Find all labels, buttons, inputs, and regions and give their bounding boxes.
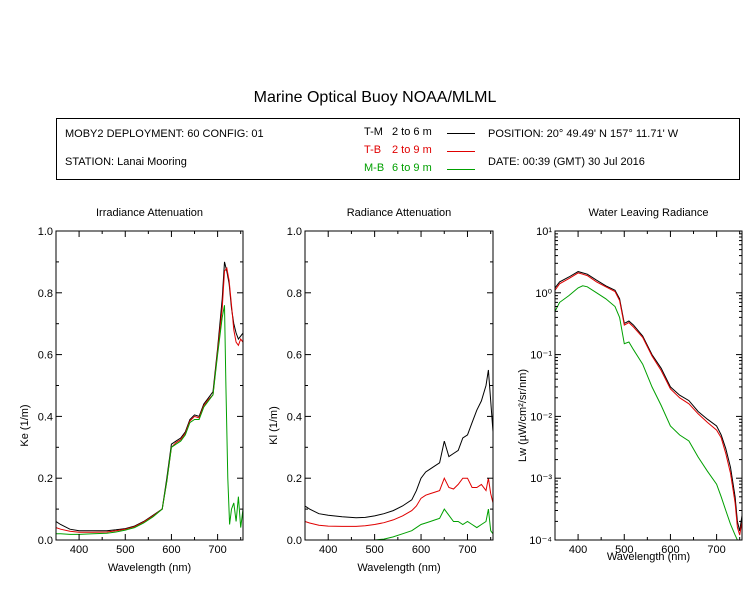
y-axis-label: Ke (1/m) <box>19 404 31 446</box>
y-tick-label: 0.2 <box>38 473 53 485</box>
plot-frame <box>554 230 743 541</box>
x-tick-label: 700 <box>458 544 476 556</box>
legend-tag-tm: T-M <box>364 126 383 138</box>
legend-tag-mb: M-B <box>364 162 385 174</box>
series-line-t-b <box>555 272 742 536</box>
y-tick-label: 0.0 <box>287 535 302 547</box>
series-line-t-m <box>305 369 493 519</box>
x-tick-label: 700 <box>208 544 226 556</box>
legend-range-tb: 2 to 9 m <box>392 144 432 156</box>
legend-line-tb <box>447 151 475 152</box>
legend-range-mb: 6 to 9 m <box>392 162 432 174</box>
legend-range-tm: 2 to 6 m <box>392 126 432 138</box>
y-tick-label: 0.0 <box>38 535 53 547</box>
series-line-t-m <box>555 271 742 532</box>
x-tick-label: 500 <box>615 544 633 556</box>
plot-frame <box>55 230 244 541</box>
y-tick-label: 10⁰ <box>535 288 552 300</box>
y-tick-label: 0.4 <box>287 411 302 423</box>
x-tick-label: 600 <box>162 544 180 556</box>
x-tick-label: 400 <box>319 544 337 556</box>
y-axis-label: Kl (1/m) <box>268 406 280 445</box>
y-axis-label: Lw (µW/cm²/sr/nm) <box>517 369 529 462</box>
y-tick-label: 10¹ <box>536 226 552 238</box>
x-tick-label: 500 <box>365 544 383 556</box>
legend-line-tm <box>447 133 475 134</box>
x-axis-label: Wavelength (nm) <box>607 551 690 563</box>
x-axis-label: Wavelength (nm) <box>108 562 191 574</box>
legend-tag-tb: T-B <box>364 144 382 156</box>
x-tick-label: 400 <box>569 544 587 556</box>
series-line-m-b <box>56 305 243 535</box>
y-tick-label: 1.0 <box>38 226 53 238</box>
series-line-t-b <box>56 266 243 533</box>
y-tick-label: 10⁻⁴ <box>529 535 552 547</box>
chart-title: Irradiance Attenuation <box>96 207 203 219</box>
x-axis-label: Wavelength (nm) <box>357 562 440 574</box>
y-tick-label: 10⁻² <box>530 411 552 423</box>
x-tick-label: 700 <box>707 544 725 556</box>
x-tick-label: 600 <box>412 544 430 556</box>
position-text: POSITION: 20° 49.49' N 157° 11.71' W <box>488 128 679 140</box>
y-tick-label: 0.6 <box>38 350 53 362</box>
chart-title: Water Leaving Radiance <box>588 207 708 219</box>
plot-frame <box>304 230 494 541</box>
y-tick-label: 0.8 <box>38 288 53 300</box>
y-tick-label: 0.4 <box>38 411 53 423</box>
date-text: DATE: 00:39 (GMT) 30 Jul 2016 <box>488 156 645 168</box>
y-tick-label: 10⁻³ <box>530 473 552 485</box>
series-line-t-m <box>56 261 243 532</box>
legend-line-mb <box>447 169 475 170</box>
y-tick-label: 0.2 <box>287 473 302 485</box>
series-line-m-b <box>305 508 493 540</box>
y-tick-label: 1.0 <box>287 226 302 238</box>
deployment-text: MOBY2 DEPLOYMENT: 60 CONFIG: 01 <box>65 128 264 140</box>
series-line-m-b <box>555 285 738 540</box>
station-text: STATION: Lanai Mooring <box>65 156 187 168</box>
series-line-t-b <box>305 476 493 527</box>
chart-title: Radiance Attenuation <box>347 207 452 219</box>
y-tick-label: 0.8 <box>287 288 302 300</box>
x-tick-label: 600 <box>661 544 679 556</box>
y-tick-label: 10⁻¹ <box>530 350 552 362</box>
x-tick-label: 500 <box>116 544 134 556</box>
y-tick-label: 0.6 <box>287 350 302 362</box>
x-tick-label: 400 <box>70 544 88 556</box>
page-title: Marine Optical Buoy NOAA/MLML <box>253 89 497 106</box>
info-box: MOBY2 DEPLOYMENT: 60 CONFIG: 01 STATION:… <box>56 118 740 180</box>
